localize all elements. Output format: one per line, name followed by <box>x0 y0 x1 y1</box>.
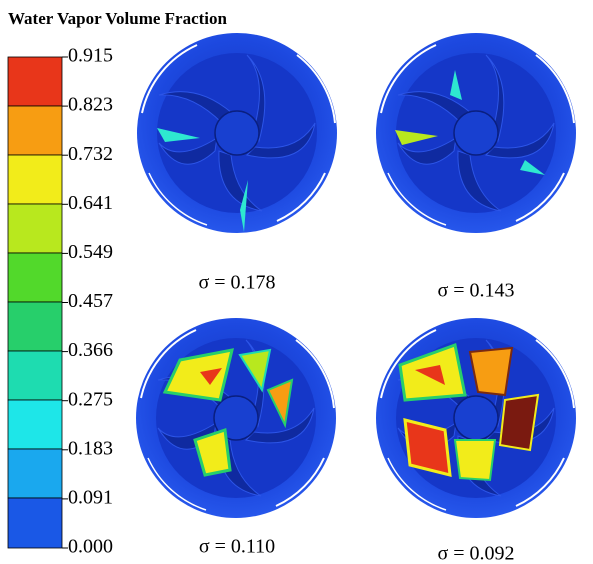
colorbar-label: 0.000 <box>68 536 113 558</box>
panel-label: σ = 0.143 <box>437 280 514 302</box>
impeller-panel <box>376 33 576 233</box>
colorbar-label: 0.549 <box>68 241 113 263</box>
impeller-panel <box>376 318 576 518</box>
colorbar-label: 0.823 <box>68 94 113 116</box>
colorbar-label: 0.366 <box>68 339 113 361</box>
colorbar-label: 0.732 <box>68 143 113 165</box>
panel-label: σ = 0.110 <box>199 536 275 558</box>
title: Water Vapor Volume Fraction <box>8 9 228 28</box>
colorbar-label: 0.457 <box>68 290 113 312</box>
impeller-panel <box>136 318 336 518</box>
panel-label: σ = 0.178 <box>198 272 275 294</box>
panel-label: σ = 0.092 <box>437 543 514 564</box>
colorbar-label: 0.641 <box>68 192 113 214</box>
colorbar-label: 0.091 <box>68 486 113 508</box>
colorbar-label: 0.275 <box>68 388 113 410</box>
colorbar <box>8 57 62 548</box>
colorbar-label: 0.915 <box>68 45 113 67</box>
colorbar-label: 0.183 <box>68 437 113 459</box>
impeller-panel <box>137 33 337 233</box>
figure: Water Vapor Volume Fraction 0.915 0.823 0.… <box>0 0 593 564</box>
